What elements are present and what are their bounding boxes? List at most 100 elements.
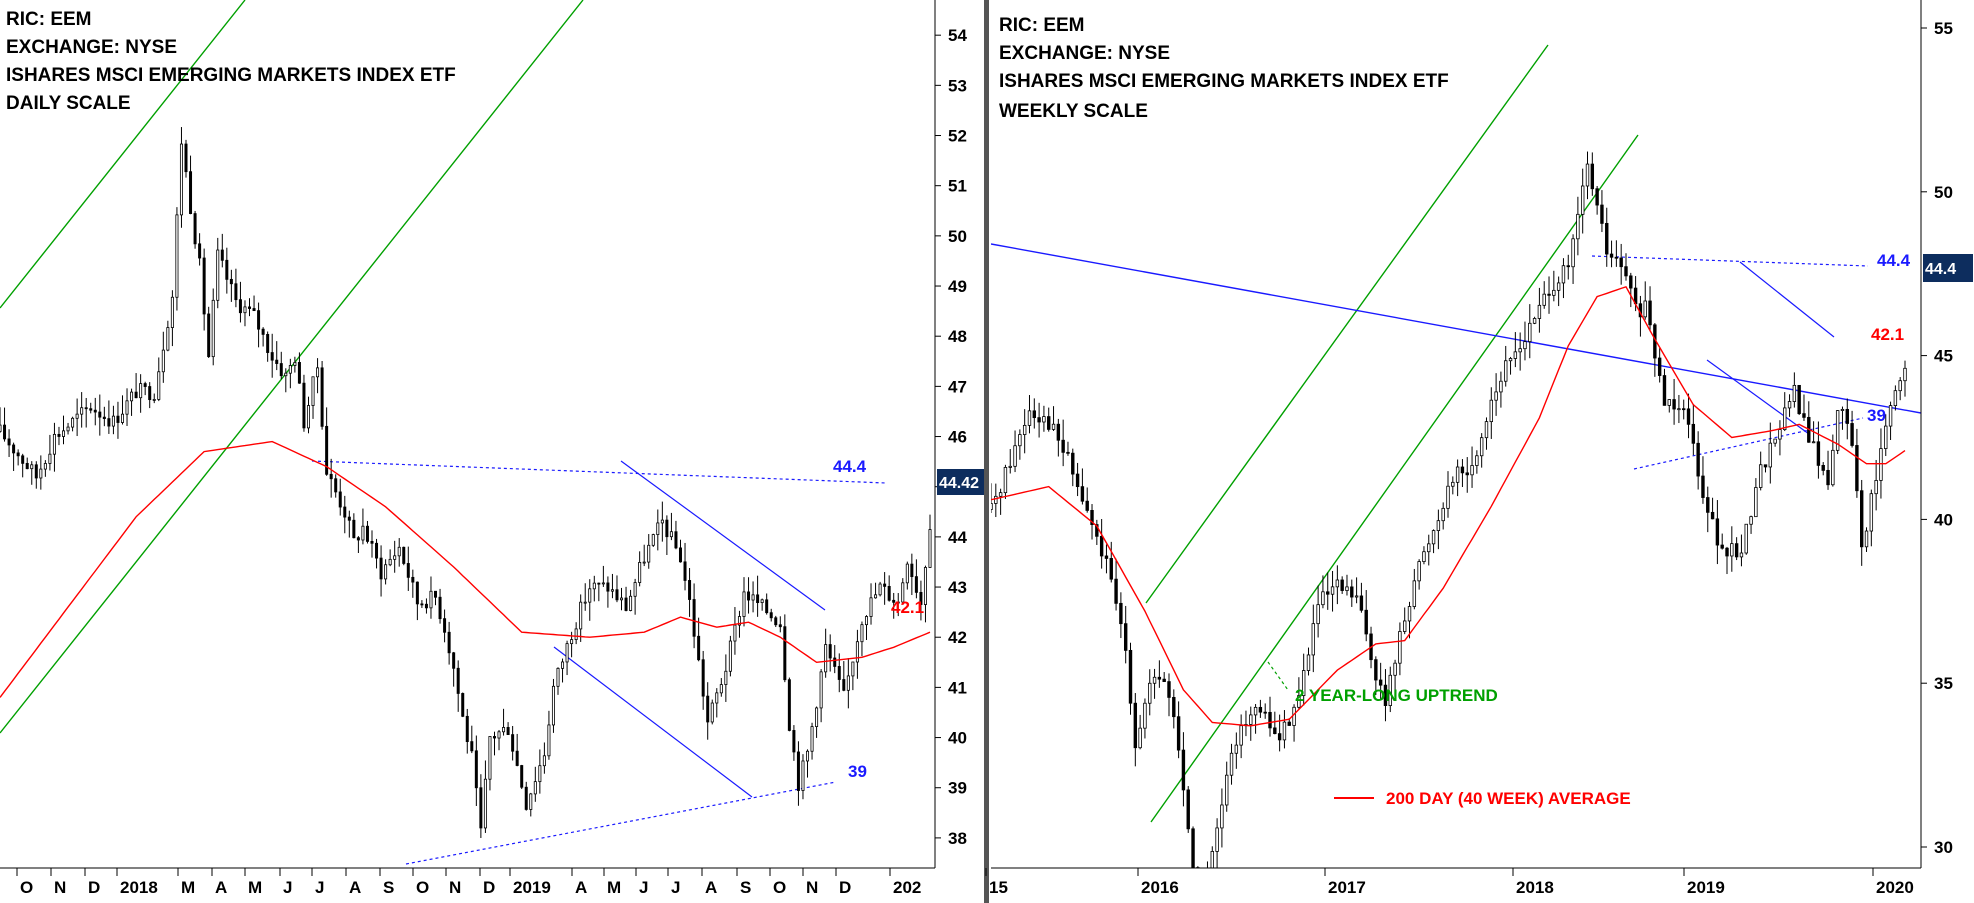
- candle: [1354, 577, 1359, 604]
- right-header: RIC: EEM EXCHANGE: NYSE ISHARES MSCI EME…: [999, 15, 1449, 122]
- candle: [1152, 668, 1157, 699]
- candle: [1657, 348, 1662, 383]
- candle: [48, 434, 52, 471]
- candle: [288, 358, 292, 389]
- candle: [529, 792, 533, 817]
- candle: [1605, 207, 1609, 267]
- candle: [157, 357, 161, 402]
- candle: [365, 520, 369, 544]
- candle: [520, 764, 524, 790]
- candle: [1359, 582, 1364, 613]
- candle: [1590, 152, 1595, 196]
- x-tick-label: J: [283, 878, 292, 897]
- candle: [12, 442, 16, 471]
- candle: [1104, 544, 1109, 574]
- left-ma-label: 42.1: [891, 598, 924, 617]
- candle: [107, 400, 111, 434]
- y-tick-label: 53: [948, 76, 967, 95]
- candle: [1763, 464, 1768, 473]
- candle: [1542, 281, 1546, 309]
- candle: [266, 331, 270, 362]
- candle: [1441, 502, 1445, 530]
- y-tick-label: 44: [948, 528, 967, 547]
- candle: [1494, 373, 1498, 416]
- candle: [1321, 575, 1325, 609]
- candle: [633, 578, 637, 615]
- candle: [1330, 570, 1335, 612]
- candle: [1816, 421, 1821, 479]
- candle: [1095, 519, 1099, 545]
- right-header-name: ISHARES MSCI EMERGING MARKETS INDEX ETF: [999, 71, 1449, 92]
- x-tick-label: 2019: [513, 878, 551, 897]
- left-panel-daily: 3839404142434445464748495051525354 OND20…: [0, 0, 987, 897]
- candle: [1191, 826, 1195, 868]
- candle: [923, 565, 927, 623]
- candle: [397, 538, 401, 567]
- candle: [415, 581, 419, 621]
- x-tick-label: N: [806, 878, 818, 897]
- candle: [724, 654, 728, 702]
- y-tick-label: 48: [948, 327, 967, 346]
- candle: [1701, 456, 1705, 504]
- candle: [1691, 404, 1696, 456]
- candle: [134, 373, 138, 399]
- candle: [1898, 377, 1902, 401]
- candle: [597, 582, 601, 602]
- candle: [1013, 430, 1017, 473]
- candle: [1364, 590, 1368, 642]
- candle: [796, 741, 800, 806]
- candle: [411, 569, 415, 598]
- candle: [248, 298, 252, 317]
- candle: [1138, 714, 1142, 750]
- x-tick-label: D: [88, 878, 100, 897]
- candle: [424, 598, 428, 614]
- candle: [456, 660, 460, 712]
- y-tick-label: 55: [1934, 19, 1953, 38]
- candle: [1508, 356, 1513, 375]
- right-candles: [991, 151, 1907, 868]
- candle: [542, 742, 546, 774]
- uptrend-label: 2 YEAR-LONG UPTREND: [1295, 686, 1498, 705]
- candle: [1580, 168, 1585, 234]
- candle: [125, 388, 129, 426]
- candle: [914, 559, 918, 599]
- candle: [1022, 409, 1027, 454]
- candle: [279, 351, 283, 380]
- candle: [1388, 666, 1392, 713]
- candle: [1855, 428, 1859, 498]
- candle: [111, 405, 115, 435]
- candle: [393, 540, 397, 573]
- candle: [551, 678, 555, 733]
- y-tick-label: 45: [1934, 347, 1953, 366]
- candle: [810, 722, 814, 760]
- candle: [502, 708, 506, 736]
- candle: [1609, 240, 1614, 268]
- candle: [583, 583, 587, 611]
- candle: [293, 356, 297, 373]
- candle: [747, 577, 751, 614]
- candle: [1282, 710, 1287, 749]
- candle: [1513, 332, 1518, 368]
- candle: [1080, 468, 1085, 505]
- candle: [547, 710, 551, 760]
- x-tick-label: 2019: [1687, 878, 1725, 897]
- y-tick-label: 38: [948, 829, 967, 848]
- candle: [1123, 605, 1128, 664]
- candle: [388, 549, 392, 567]
- candle: [325, 407, 329, 476]
- candle: [243, 300, 247, 327]
- candle: [1128, 642, 1133, 715]
- candle: [238, 281, 242, 323]
- candle: [25, 457, 29, 470]
- left-header-ric: RIC: EEM: [6, 9, 92, 30]
- left-support-label: 39: [848, 762, 867, 781]
- y-tick-label: 54: [948, 26, 967, 45]
- candle: [1629, 272, 1633, 308]
- candle: [152, 393, 156, 404]
- candle: [1864, 527, 1869, 552]
- right-wedge-upper: [1739, 261, 1835, 338]
- x-tick-label: J: [671, 878, 680, 897]
- candle: [1802, 394, 1806, 421]
- candle: [1643, 281, 1647, 320]
- candle: [1446, 471, 1450, 518]
